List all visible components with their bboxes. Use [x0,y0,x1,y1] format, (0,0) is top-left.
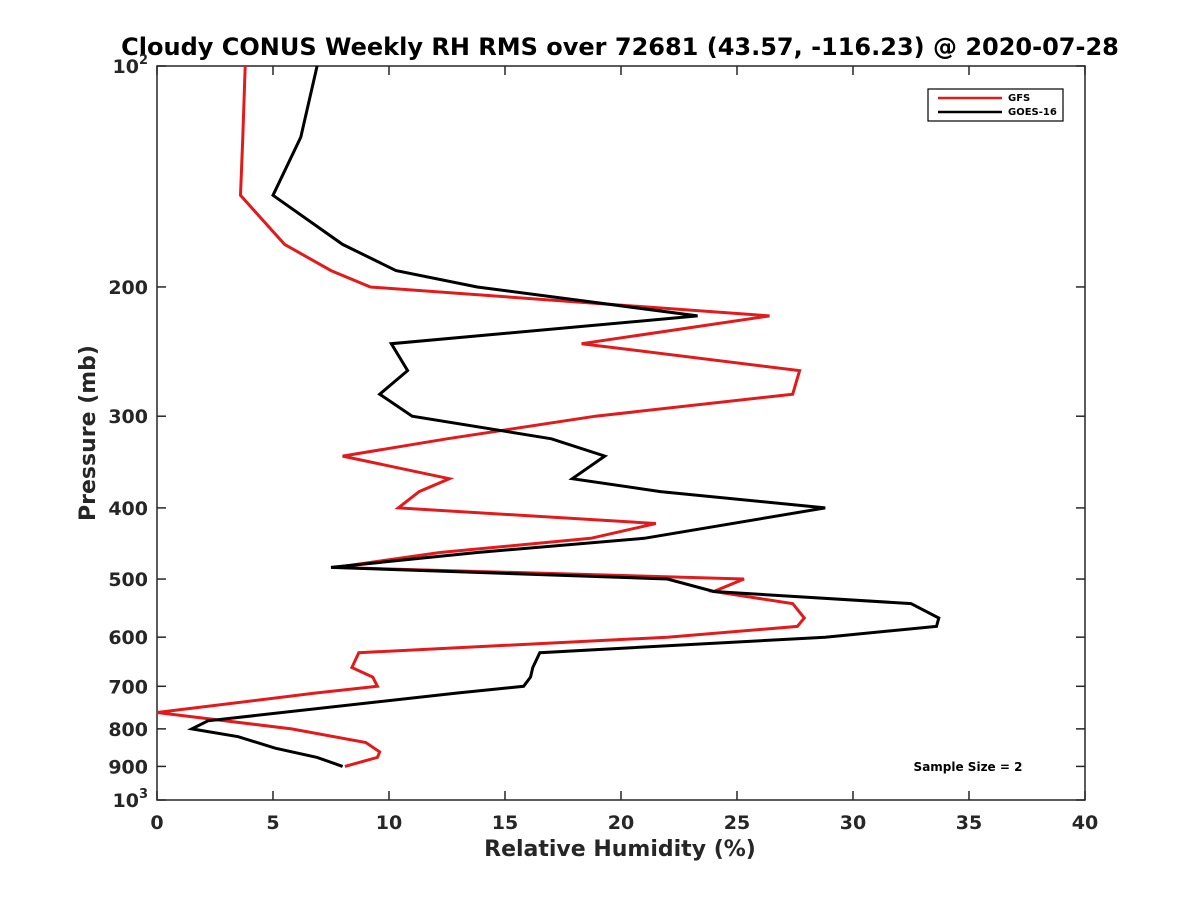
y-tick-label-4: 500 [108,569,148,591]
x-axis-ticks: 0 5 10 15 20 25 30 35 40 [150,66,1098,834]
y-tick-label-2: 300 [108,406,148,428]
series-line-gfs [156,65,807,768]
legend-box [927,88,1064,122]
y-tick-label-7: 800 [108,719,148,741]
x-tick-label-3: 15 [492,812,518,834]
x-tick-label-0: 0 [150,812,163,834]
y-axis-ticks: 102 200 300 400 500 600 700 800 900 103 [108,53,1085,812]
x-tick-label-7: 35 [956,812,982,834]
y-tick-label-3: 400 [108,498,148,520]
y-tick-label-1: 200 [108,277,148,299]
chart-title: Cloudy CONUS Weekly RH RMS over 72681 (4… [121,33,1119,61]
x-tick-label-5: 25 [724,812,750,834]
plot-area: 0 5 10 15 20 25 30 35 40 102 200 300 400 500 600 700 80… [108,53,1098,834]
legend: GFS GOES-16 [927,88,1064,122]
legend-label-gfs: GFS [1008,93,1030,104]
x-tick-label-1: 5 [266,812,279,834]
x-tick-label-6: 30 [840,812,866,834]
sample-size-annotation: Sample Size = 2 [914,760,1023,774]
x-axis-label: Relative Humidity (%) [484,837,756,862]
series-layer [156,65,941,768]
y-axis-label: Pressure (mb) [76,345,101,521]
x-tick-label-8: 40 [1072,812,1098,834]
legend-label-goes16: GOES-16 [1008,107,1057,118]
series-line-goes16 [187,65,941,768]
x-tick-label-4: 20 [608,812,634,834]
y-tick-label-8: 900 [108,756,148,778]
x-tick-label-2: 10 [376,812,402,834]
y-tick-label-9: 103 [113,787,149,812]
y-tick-label-0: 102 [113,53,149,78]
y-tick-label-6: 700 [108,676,148,698]
y-tick-label-5: 600 [108,627,148,649]
